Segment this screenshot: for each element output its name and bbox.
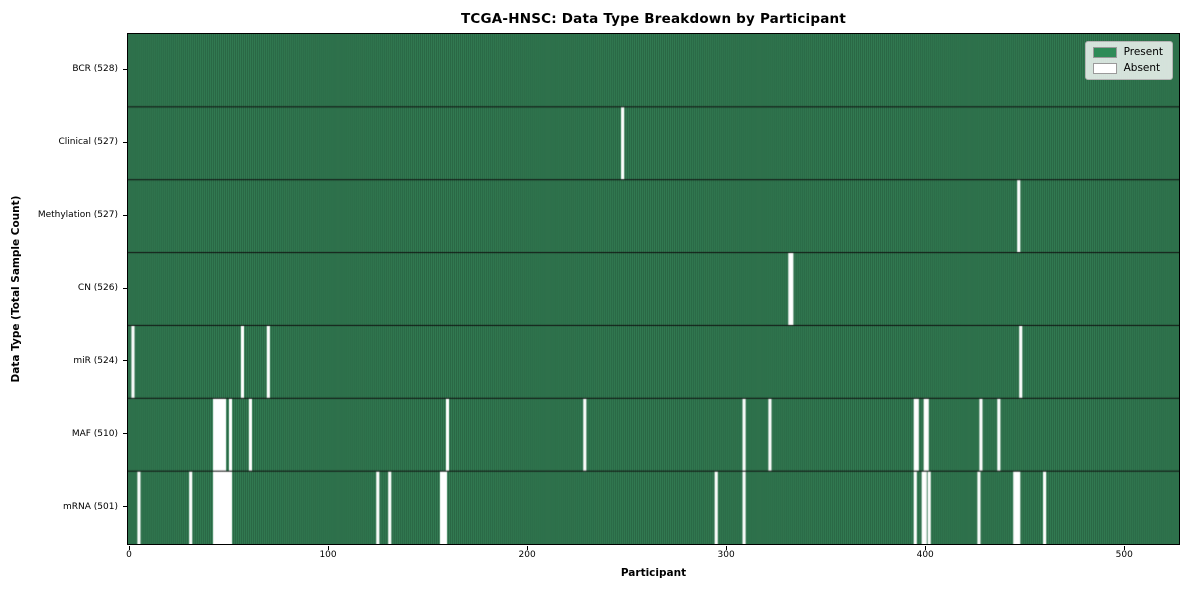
- x-tick-label-200: 200: [518, 550, 536, 560]
- x-tick-label-300: 300: [717, 550, 735, 560]
- y-tick-label-BCR: BCR (528): [72, 64, 118, 75]
- legend-label-present: Present: [1123, 46, 1163, 58]
- heatmap-canvas: [128, 34, 1179, 544]
- y-tick-mark: [123, 287, 127, 289]
- x-tick-label-100: 100: [319, 550, 337, 560]
- x-tick-label-400: 400: [916, 550, 934, 560]
- x-axis-label: Participant: [620, 567, 687, 579]
- present-swatch-icon: [1092, 47, 1117, 58]
- x-tick-label-0: 0: [126, 550, 132, 560]
- x-tick-mark: [328, 546, 330, 550]
- x-tick-mark: [925, 546, 927, 550]
- y-tick-label-Methylation: Methylation (527): [37, 210, 118, 221]
- absent-swatch-icon: [1092, 63, 1117, 74]
- y-tick-mark: [123, 433, 127, 435]
- y-tick-label-MAF: MAF (510): [71, 428, 118, 439]
- y-tick-mark: [123, 141, 127, 143]
- x-tick-mark: [726, 546, 728, 550]
- y-tick-label-mRNA: mRNA (501): [63, 501, 118, 512]
- y-tick-label-miR: miR (524): [73, 355, 118, 366]
- legend: Present Absent: [1084, 41, 1173, 80]
- legend-entry-absent: Absent: [1092, 62, 1163, 74]
- x-tick-mark: [1124, 546, 1126, 550]
- chart-title: TCGA-HNSC: Data Type Breakdown by Partic…: [460, 11, 846, 27]
- y-tick-mark: [123, 68, 127, 70]
- legend-label-absent: Absent: [1123, 62, 1161, 74]
- x-tick-label-500: 500: [1115, 550, 1133, 560]
- y-tick-label-Clinical: Clinical (527): [58, 137, 118, 148]
- legend-entry-present: Present: [1092, 46, 1163, 58]
- y-tick-mark: [123, 360, 127, 362]
- plot-area: Present Absent: [127, 33, 1180, 545]
- y-tick-label-CN: CN (526): [77, 283, 118, 293]
- x-tick-mark: [527, 546, 529, 550]
- y-tick-mark: [123, 506, 127, 508]
- y-tick-mark: [123, 214, 127, 216]
- x-tick-mark: [128, 546, 130, 550]
